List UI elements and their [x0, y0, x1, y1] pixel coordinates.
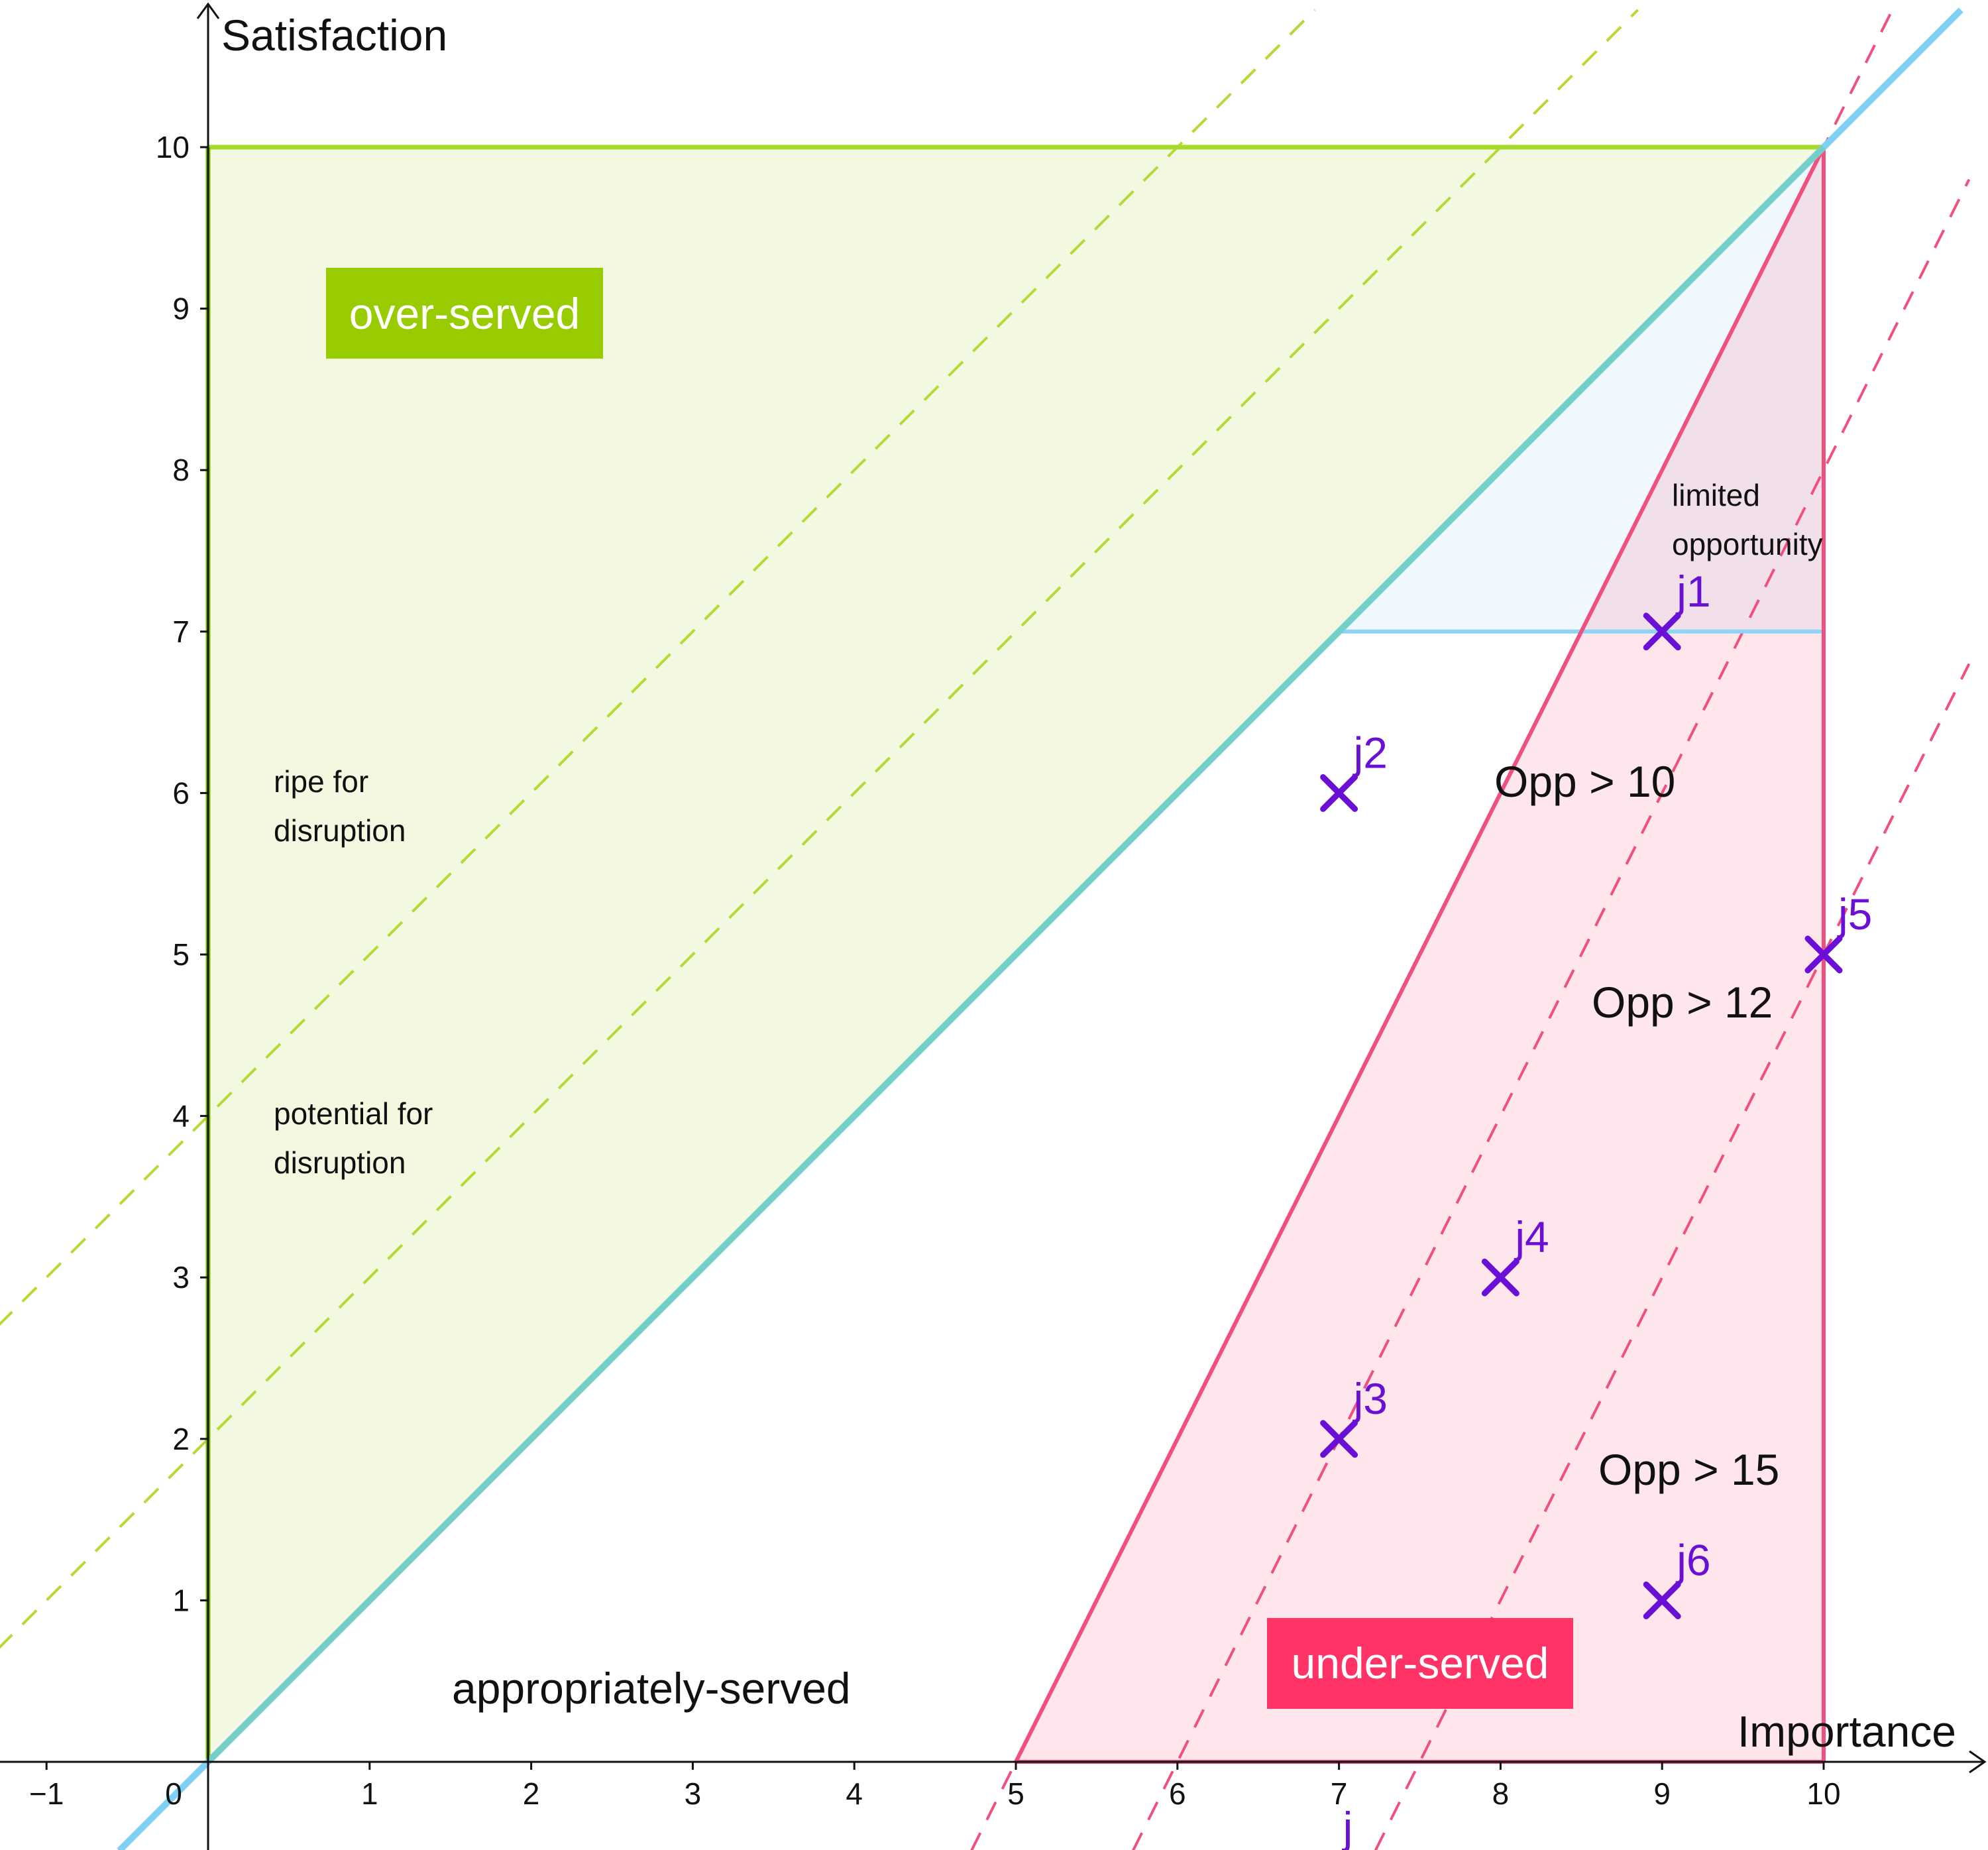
- x-marker-icon: [1320, 1420, 1358, 1458]
- y-tick-label: 6: [172, 776, 190, 810]
- x-tick-label: 2: [523, 1776, 540, 1811]
- potential-for-disruption-line-2: disruption: [274, 1145, 406, 1180]
- x-marker-icon: [1481, 1258, 1519, 1297]
- data-point-label: j5: [1837, 890, 1872, 939]
- y-axis-arrow-icon: [196, 2, 220, 19]
- x-axis-title: Importance: [1738, 1707, 1956, 1756]
- potential-for-disruption-line-1: potential for: [274, 1096, 433, 1131]
- y-tick-label: 7: [172, 614, 190, 649]
- x-tick-label: 1: [361, 1776, 378, 1811]
- data-point-j3: j3: [1320, 1374, 1388, 1458]
- opp-10-label: Opp > 10: [1494, 757, 1675, 806]
- y-ticks: 1 2 3 4 5 6 7 8 9 10: [156, 130, 208, 1617]
- opp-12-label: Opp > 12: [1592, 978, 1773, 1027]
- data-points: j1 j2 j3 j4 j5 j6: [1320, 567, 1872, 1619]
- over-served-label-badge: [326, 268, 603, 359]
- x-marker-icon: [1320, 774, 1358, 812]
- j-marker-label: j: [1342, 1803, 1353, 1850]
- under-served-diagonal-border: [1014, 146, 1826, 1763]
- x-tick-label: 3: [685, 1776, 702, 1811]
- x-marker-icon: [1643, 612, 1681, 651]
- y-tick-label: 3: [172, 1260, 190, 1295]
- data-point-j5: j5: [1804, 890, 1872, 974]
- x-tick-label: 10: [1806, 1776, 1840, 1811]
- under-served-label: under-served: [1292, 1639, 1549, 1688]
- y-tick-label: 8: [172, 453, 190, 487]
- x-tick-label: 5: [1007, 1776, 1024, 1811]
- limited-opportunity-line-1: limited: [1672, 478, 1760, 512]
- ripe-for-disruption-line-2: disruption: [274, 813, 406, 848]
- over-served-diagonal-border: [205, 145, 1826, 1764]
- appropriately-served-label: appropriately-served: [452, 1664, 851, 1713]
- over-served-label: over-served: [349, 289, 580, 338]
- y-tick-label: 4: [172, 1099, 190, 1133]
- y-tick-label: 9: [172, 292, 190, 326]
- x-ticks: −1 0 1 2 3 4 5 6 7 8 9 10: [29, 1762, 1841, 1811]
- data-point-j2: j2: [1320, 728, 1388, 812]
- x-tick-label: 8: [1492, 1776, 1510, 1811]
- data-point-j6: j6: [1643, 1535, 1711, 1619]
- data-point-label: j2: [1353, 728, 1388, 777]
- x-tick-label: 7: [1331, 1776, 1348, 1811]
- limited-opportunity-line-2: opportunity: [1672, 527, 1823, 561]
- ripe-for-disruption-line-1: ripe for: [274, 764, 368, 799]
- x-marker-icon: [1643, 1581, 1681, 1619]
- data-point-label: j1: [1675, 567, 1710, 616]
- x-tick-label: 4: [846, 1776, 863, 1811]
- x-tick-label: −1: [29, 1776, 64, 1811]
- data-point-j4: j4: [1481, 1212, 1549, 1297]
- opportunity-line-12: [1132, 178, 1971, 1850]
- x-marker-icon: [1804, 935, 1843, 974]
- under-served-label-badge: [1267, 1618, 1573, 1709]
- x-tick-label: 6: [1169, 1776, 1186, 1811]
- data-point-j1: j1: [1643, 567, 1711, 651]
- disruption-line-intercept-2: [0, 9, 1639, 1649]
- data-point-label: j6: [1675, 1535, 1710, 1584]
- y-tick-label: 5: [172, 937, 190, 972]
- x-axis-arrow-icon: [1969, 1750, 1987, 1774]
- opp-15-label: Opp > 15: [1598, 1445, 1779, 1494]
- data-point-label: j3: [1353, 1374, 1388, 1423]
- y-tick-label: 2: [172, 1422, 190, 1456]
- y-tick-label: 10: [156, 130, 190, 164]
- data-point-label: j4: [1514, 1212, 1549, 1261]
- disruption-line-intercept-4: [0, 9, 1316, 1326]
- x-tick-label: 0: [165, 1776, 182, 1811]
- x-tick-label: 9: [1653, 1776, 1671, 1811]
- y-tick-label: 1: [172, 1583, 190, 1617]
- y-axis-title: Satisfaction: [221, 11, 447, 60]
